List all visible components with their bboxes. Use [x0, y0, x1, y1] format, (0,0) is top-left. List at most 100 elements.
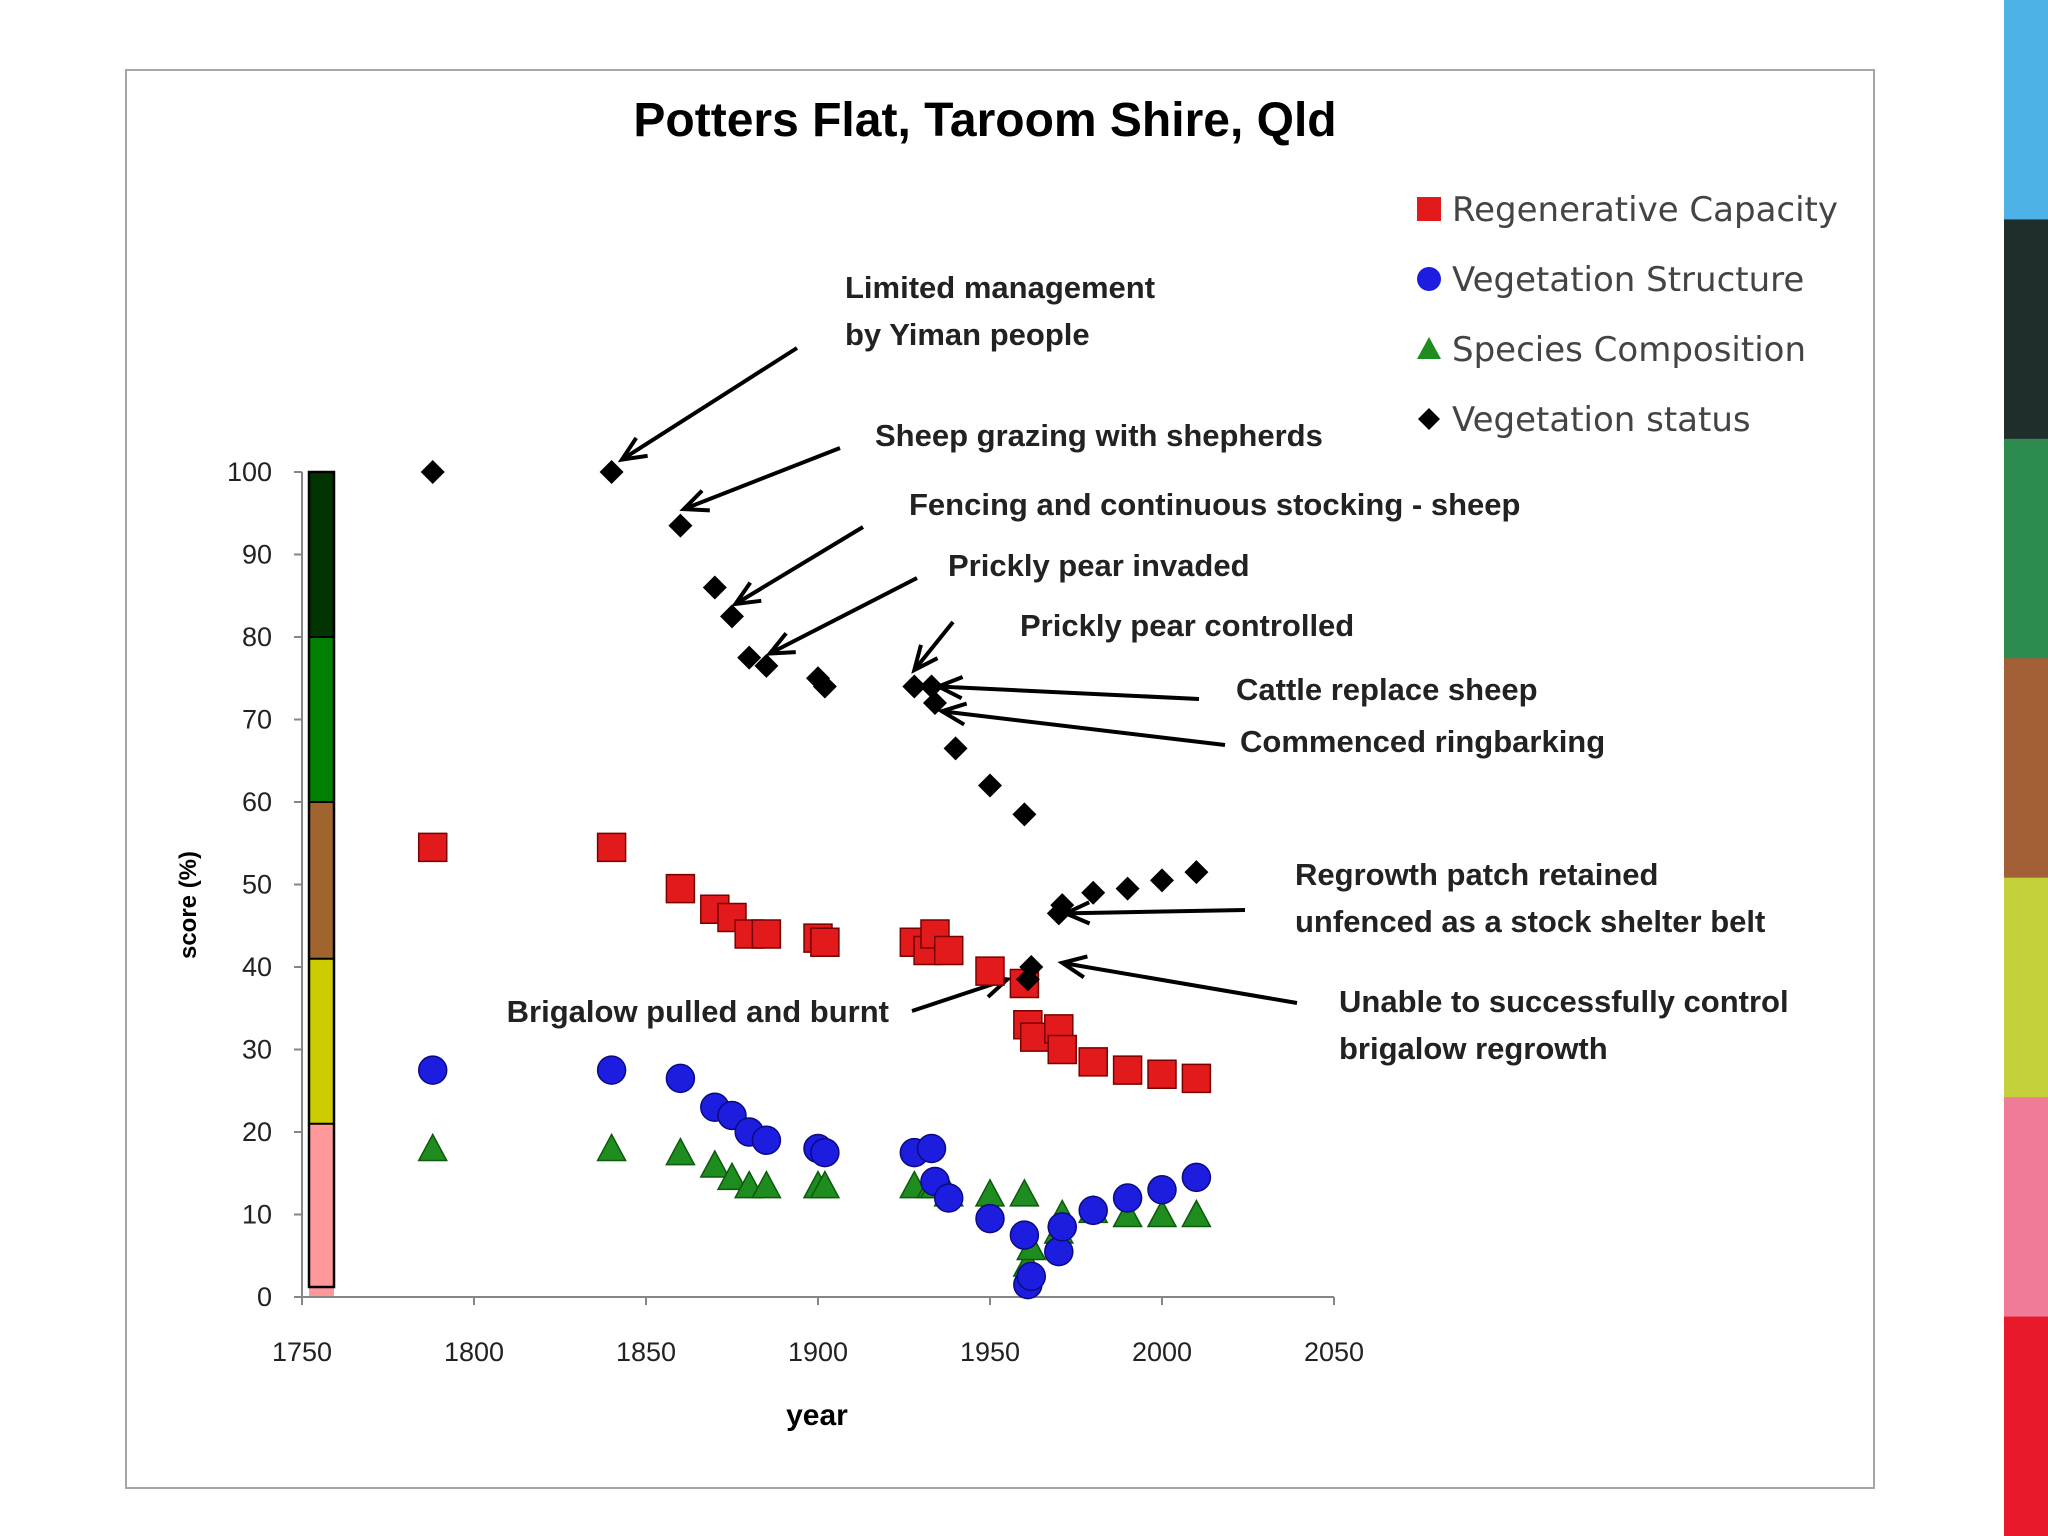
side-bar-segment	[2004, 877, 2048, 1099]
regenerative-capacity-point	[665, 873, 696, 904]
status-band-frame	[307, 470, 336, 1289]
regenerative-capacity-point	[1181, 1063, 1212, 1094]
annotation-arrowhead	[731, 581, 762, 607]
species-composition-point	[596, 1132, 627, 1162]
vegetation-structure-point	[417, 1055, 448, 1085]
axes: 0 10 20 30 40 50 60 70 80 90 100 1750 1800 1850 1900 19…	[227, 457, 1364, 1367]
annotation-arrowhead	[765, 631, 796, 656]
species-composition-point	[417, 1132, 448, 1162]
x-tick-label: 1800	[444, 1337, 504, 1367]
species-composition-point	[1146, 1198, 1178, 1228]
y-tick-label: 10	[242, 1200, 272, 1230]
chart-frame	[125, 69, 1875, 1489]
vegetation-status-point	[754, 653, 779, 678]
vegetation-structure-point	[1016, 1261, 1047, 1292]
vegetation-status-point	[668, 513, 693, 538]
annotation-label: Limited management	[845, 270, 1155, 305]
regenerative-capacity-point	[933, 935, 964, 966]
annotation-arrow	[768, 576, 918, 656]
side-bar-segment	[2004, 1316, 2048, 1536]
legend-label-regenerative-capacity: Regenerative Capacity	[1452, 190, 1838, 230]
vegetation-status-point	[922, 691, 947, 715]
vegetation-structure-point	[975, 1203, 1005, 1234]
vegetation-status-point	[737, 645, 762, 670]
vegetation-status-point	[420, 460, 445, 484]
regenerative-capacity-point	[1047, 1034, 1077, 1065]
x-tick-label: 1750	[272, 1337, 332, 1367]
regenerative-capacity-point	[417, 832, 448, 863]
side-bar-segment	[2004, 0, 2048, 221]
legend-marker-vegetation-status	[1418, 408, 1440, 430]
y-tick-label: 60	[242, 787, 272, 817]
legend-label-species-composition: Species Composition	[1452, 330, 1806, 370]
legend-marker-species-composition	[1417, 337, 1441, 359]
vegetation-structure-point	[1047, 1212, 1077, 1242]
annotation-label: by Yiman people	[845, 317, 1090, 352]
status-band	[309, 1123, 334, 1297]
annotation-arrow	[683, 446, 841, 511]
vegetation-status-point	[902, 674, 927, 699]
vegetation-structure-point	[596, 1055, 627, 1085]
x-tick-label: 2050	[1304, 1337, 1364, 1367]
species-composition-point	[1112, 1198, 1143, 1228]
y-axis-title: score (%)	[175, 851, 202, 959]
vegetation-structure-point	[1078, 1195, 1108, 1226]
annotation-label: Fencing and continuous stocking - sheep	[909, 487, 1520, 522]
side-color-bar	[2004, 0, 2048, 1536]
regenerative-capacity-point	[751, 919, 782, 949]
annotation-label: Regrowth patch retained	[1295, 857, 1658, 892]
legend-marker-vegetation-structure	[1417, 267, 1441, 291]
x-tick-label: 1950	[960, 1337, 1020, 1367]
vegetation-structure-point	[1181, 1162, 1212, 1193]
x-axis-title: year	[786, 1399, 848, 1432]
status-band	[309, 802, 334, 959]
chart-title: Potters Flat, Taroom Shire, Qld	[633, 94, 1336, 147]
side-bar-segment	[2004, 438, 2048, 660]
annotation-arrow	[734, 525, 865, 606]
vegetation-status-point	[599, 460, 624, 484]
vegetation-status-point	[1115, 876, 1140, 901]
vegetation-structure-point	[916, 1133, 947, 1164]
status-band	[309, 472, 334, 637]
vegetation-structure-point	[1112, 1183, 1143, 1213]
vegetation-status-point	[978, 773, 1002, 798]
annotation-arrow	[620, 346, 799, 462]
status-band	[309, 958, 334, 1124]
vegetation-status-point	[919, 674, 944, 699]
legend-label-vegetation-structure: Vegetation Structure	[1452, 260, 1804, 300]
vegetation-status-point	[1019, 955, 1044, 979]
annotation-arrowhead	[617, 436, 648, 463]
y-tick-label: 100	[227, 457, 272, 487]
y-tick-label: 30	[242, 1035, 272, 1065]
annotation-label: Sheep grazing with shepherds	[875, 418, 1323, 453]
vegetation-status-point	[1081, 880, 1106, 905]
regenerative-capacity-point	[1112, 1055, 1143, 1085]
legend-label-vegetation-status: Vegetation status	[1452, 400, 1751, 440]
data-markers	[417, 460, 1212, 1300]
status-band	[309, 637, 334, 802]
annotation-label: unfenced as a stock shelter belt	[1295, 904, 1765, 939]
annotation-arrowhead	[679, 489, 710, 513]
vegetation-structure-point	[1009, 1220, 1040, 1250]
y-tick-label: 90	[242, 540, 272, 570]
annotation-arrow	[912, 620, 955, 672]
annotation-arrow	[938, 684, 1200, 701]
species-composition-point	[809, 1170, 841, 1199]
x-tick-label: 1850	[616, 1337, 676, 1367]
side-bar-segment	[2004, 1097, 2048, 1318]
species-composition-point	[716, 1161, 748, 1191]
regenerative-capacity-point	[596, 832, 627, 863]
vegetation-status-point	[1012, 802, 1037, 827]
annotation-arrowhead	[911, 644, 939, 674]
legend-marker-regenerative-capacity	[1417, 197, 1441, 221]
vegetation-structure-point	[751, 1125, 782, 1155]
annotation-label: Brigalow pulled and burnt	[507, 994, 889, 1029]
y-tick-label: 80	[242, 622, 272, 652]
y-tick-label: 50	[242, 870, 272, 900]
annotation-arrowhead	[1057, 954, 1088, 979]
annotation-arrow	[1065, 908, 1246, 916]
annotation-arrow	[1061, 960, 1298, 1005]
species-composition-point	[1009, 1178, 1040, 1207]
regenerative-capacity-point	[1078, 1047, 1108, 1077]
species-composition-point	[751, 1170, 782, 1199]
